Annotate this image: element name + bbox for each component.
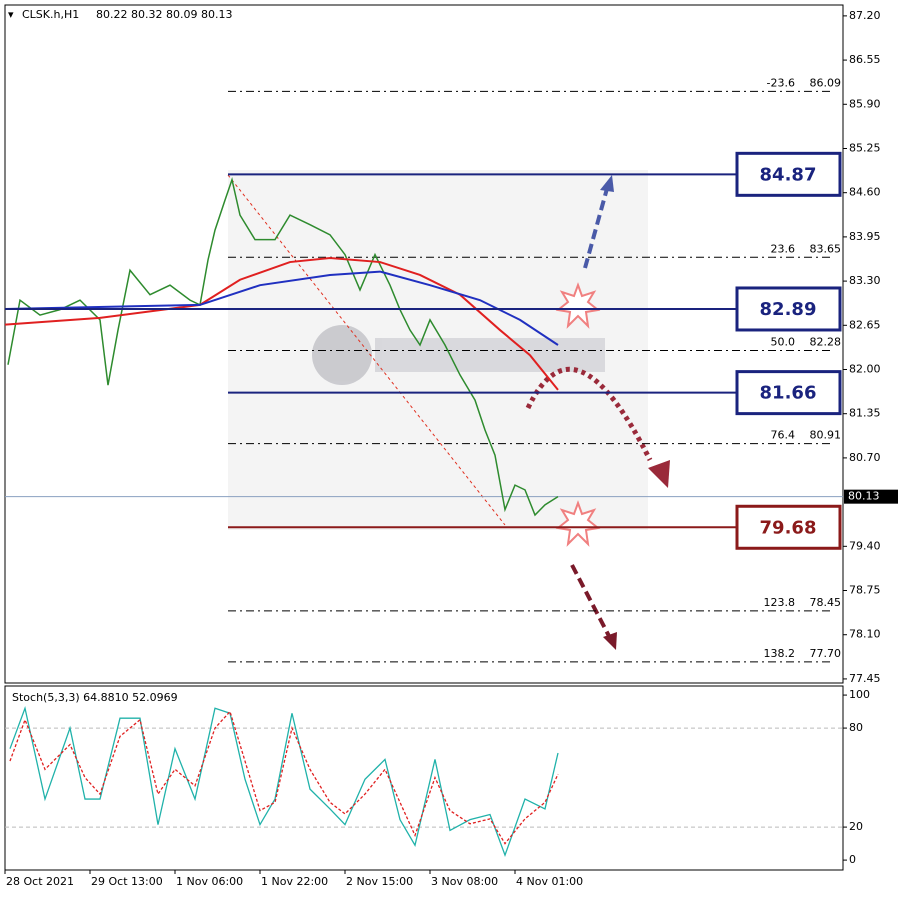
watermark-logo	[312, 325, 372, 385]
starburst	[555, 282, 601, 329]
y-tick-label: 78.75	[849, 584, 881, 597]
arrows	[525, 175, 670, 650]
x-tick-label: 3 Nov 08:00	[431, 875, 498, 888]
level-label: 82.89	[760, 299, 817, 320]
arrow-down	[570, 564, 612, 639]
fib-ratio: 138.2	[764, 647, 796, 660]
price-line	[4, 256, 559, 391]
x-tick-label: 1 Nov 22:00	[261, 875, 328, 888]
x-tick-label: 29 Oct 13:00	[91, 875, 163, 888]
price-line	[7, 177, 559, 517]
watermark-band	[375, 338, 605, 372]
y-tick-label: 87.20	[849, 9, 881, 22]
fib-ratio: 123.8	[764, 596, 796, 609]
ohlc-label: 80.22 80.32 80.09 80.13	[96, 8, 232, 21]
fib-price: 77.70	[810, 647, 842, 660]
fib-ratio: 76.4	[771, 429, 796, 442]
fib-price: 78.45	[810, 596, 842, 609]
level-box	[735, 286, 842, 332]
fib-price: 82.28	[810, 335, 842, 348]
price-line	[4, 270, 559, 346]
level-box	[735, 504, 842, 550]
y-tick-label: 81.35	[849, 407, 881, 420]
x-tick-label: 2 Nov 15:00	[346, 875, 413, 888]
y-tick-label: 85.90	[849, 97, 881, 110]
stoch-panel	[4, 685, 844, 871]
watermark	[312, 325, 605, 385]
y-tick-label: 80.70	[849, 451, 881, 464]
symbol-title: CLSK.h,H1	[22, 8, 79, 21]
level-label: 84.87	[760, 164, 817, 185]
arrow-head	[648, 460, 670, 488]
y-tick-label: 83.30	[849, 274, 881, 287]
level-box	[735, 370, 842, 416]
fib-ratio: -23.6	[767, 76, 795, 89]
stoch-tick-label: 0	[849, 853, 856, 866]
y-tick-label: 83.95	[849, 230, 881, 243]
main-panel	[4, 4, 844, 684]
y-tick-label: 84.60	[849, 186, 881, 199]
fib-price: 83.65	[810, 242, 842, 255]
y-tick-label: 78.10	[849, 628, 881, 641]
arrow-head	[600, 175, 614, 192]
fib-ratio: 50.0	[771, 335, 796, 348]
y-tick-label: 82.65	[849, 318, 881, 331]
fib-price: 80.91	[810, 429, 842, 442]
stoch-tick-label: 20	[849, 820, 863, 833]
arrow-head	[603, 632, 617, 650]
y-tick-label: 79.40	[849, 539, 881, 552]
y-tick-label: 82.00	[849, 363, 881, 376]
x-tick-label: 4 Nov 01:00	[516, 875, 583, 888]
stoch-tick-label: 80	[849, 721, 863, 734]
stoch-title: Stoch(5,3,3) 64.8810 52.0969	[12, 691, 178, 704]
stoch-tick-label: 100	[849, 688, 870, 701]
fib-ratio: 23.6	[771, 242, 796, 255]
current-price-label: 80.13	[848, 490, 880, 503]
x-tick-label: 1 Nov 06:00	[176, 875, 243, 888]
y-tick-label: 85.25	[849, 141, 881, 154]
symbol-marker: ▾	[8, 8, 14, 21]
starburst	[555, 500, 601, 547]
level-box	[735, 151, 842, 197]
stoch-line	[9, 710, 559, 845]
x-tick-label: 28 Oct 2021	[6, 875, 74, 888]
current-price-box	[844, 489, 898, 504]
y-tick-label: 86.55	[849, 53, 881, 66]
y-tick-label: 77.45	[849, 672, 881, 685]
level-label: 81.66	[760, 383, 817, 404]
arrow-down	[525, 366, 653, 462]
fib-price: 86.09	[810, 76, 842, 89]
level-label: 79.68	[760, 517, 817, 538]
